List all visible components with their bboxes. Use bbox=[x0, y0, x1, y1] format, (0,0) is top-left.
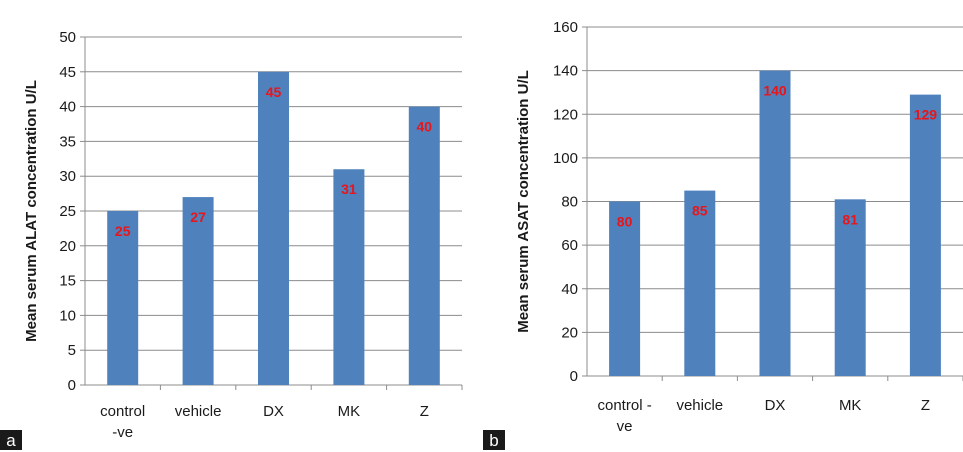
y-tick-label: 5 bbox=[68, 342, 76, 359]
y-tick-label: 80 bbox=[561, 194, 578, 211]
chart-panel-a: 0 5 10 15 20 25 30 35 40 45 50 25 control -ve 27 vehicl… bbox=[0, 0, 473, 450]
panel-label: b bbox=[483, 430, 505, 450]
y-tick-label: 0 bbox=[68, 377, 76, 394]
alat-chart: 0 5 10 15 20 25 30 35 40 45 50 25 control -ve 27 vehicl… bbox=[23, 29, 463, 441]
y-tick-label: 25 bbox=[59, 203, 76, 220]
category-label: vehicle bbox=[676, 397, 723, 414]
data-label: 129 bbox=[914, 107, 938, 123]
panel-label: a bbox=[0, 430, 22, 450]
bar bbox=[684, 190, 716, 376]
bar bbox=[258, 71, 289, 386]
bar bbox=[909, 94, 941, 377]
category-label: DX bbox=[765, 397, 786, 414]
category-label: control - bbox=[598, 397, 652, 414]
y-tick-label: 100 bbox=[553, 150, 578, 167]
bar bbox=[759, 70, 791, 376]
category-label: Z bbox=[420, 403, 429, 420]
y-tick-label: 20 bbox=[59, 238, 76, 255]
y-tick-label: 35 bbox=[59, 133, 76, 150]
y-axis-title-text: Mean serum ALAT concentration U/L bbox=[23, 80, 40, 342]
category-label: MK bbox=[338, 403, 361, 420]
y-axis-title: Mean serum ALAT concentration U/L bbox=[23, 80, 40, 342]
y-axis-title: Mean serum ASAT concentration U/L bbox=[515, 70, 532, 333]
data-label: 81 bbox=[842, 211, 858, 227]
data-label: 27 bbox=[190, 209, 206, 225]
y-tick-label: 20 bbox=[561, 324, 578, 341]
data-label: 140 bbox=[763, 83, 787, 99]
category-label: ve bbox=[617, 418, 633, 435]
y-tick-label: 160 bbox=[553, 19, 578, 36]
y-tick-label: 45 bbox=[59, 64, 76, 81]
y-tick-label: 60 bbox=[561, 237, 578, 254]
y-tick-label: 140 bbox=[553, 63, 578, 80]
y-tick-label: 120 bbox=[553, 106, 578, 123]
y-tick-label: 40 bbox=[59, 99, 76, 116]
category-label: DX bbox=[263, 403, 284, 420]
y-axis-title-text: Mean serum ASAT concentration U/L bbox=[515, 70, 532, 333]
bar bbox=[182, 197, 214, 385]
data-label: 85 bbox=[692, 203, 708, 219]
y-tick-label: 30 bbox=[59, 168, 76, 185]
data-label: 40 bbox=[417, 119, 433, 135]
y-tick-label: 50 bbox=[59, 29, 76, 46]
bar bbox=[609, 201, 641, 376]
category-label: Z bbox=[921, 397, 930, 414]
bar bbox=[408, 106, 440, 385]
bar bbox=[333, 169, 365, 385]
category-label: control bbox=[100, 403, 145, 420]
data-label: 25 bbox=[115, 223, 131, 239]
bar bbox=[107, 211, 139, 385]
y-tick-label: 10 bbox=[59, 307, 76, 324]
y-tick-label: 40 bbox=[561, 281, 578, 298]
category-label: vehicle bbox=[175, 403, 222, 420]
data-label: 31 bbox=[341, 181, 357, 197]
panel-divider bbox=[473, 0, 480, 450]
category-label: -ve bbox=[112, 424, 133, 441]
asat-chart: 0 20 40 60 80 100 120 140 160 80 control - ve 85 vehi… bbox=[515, 19, 963, 435]
bar bbox=[834, 199, 866, 376]
y-tick-label: 15 bbox=[59, 273, 76, 290]
category-label: MK bbox=[839, 397, 862, 414]
data-label: 80 bbox=[617, 214, 633, 230]
y-tick-label: 0 bbox=[570, 368, 578, 385]
data-label: 45 bbox=[266, 84, 282, 100]
chart-panel-b: 0 20 40 60 80 100 120 140 160 80 control - ve 85 vehi… bbox=[480, 0, 963, 450]
